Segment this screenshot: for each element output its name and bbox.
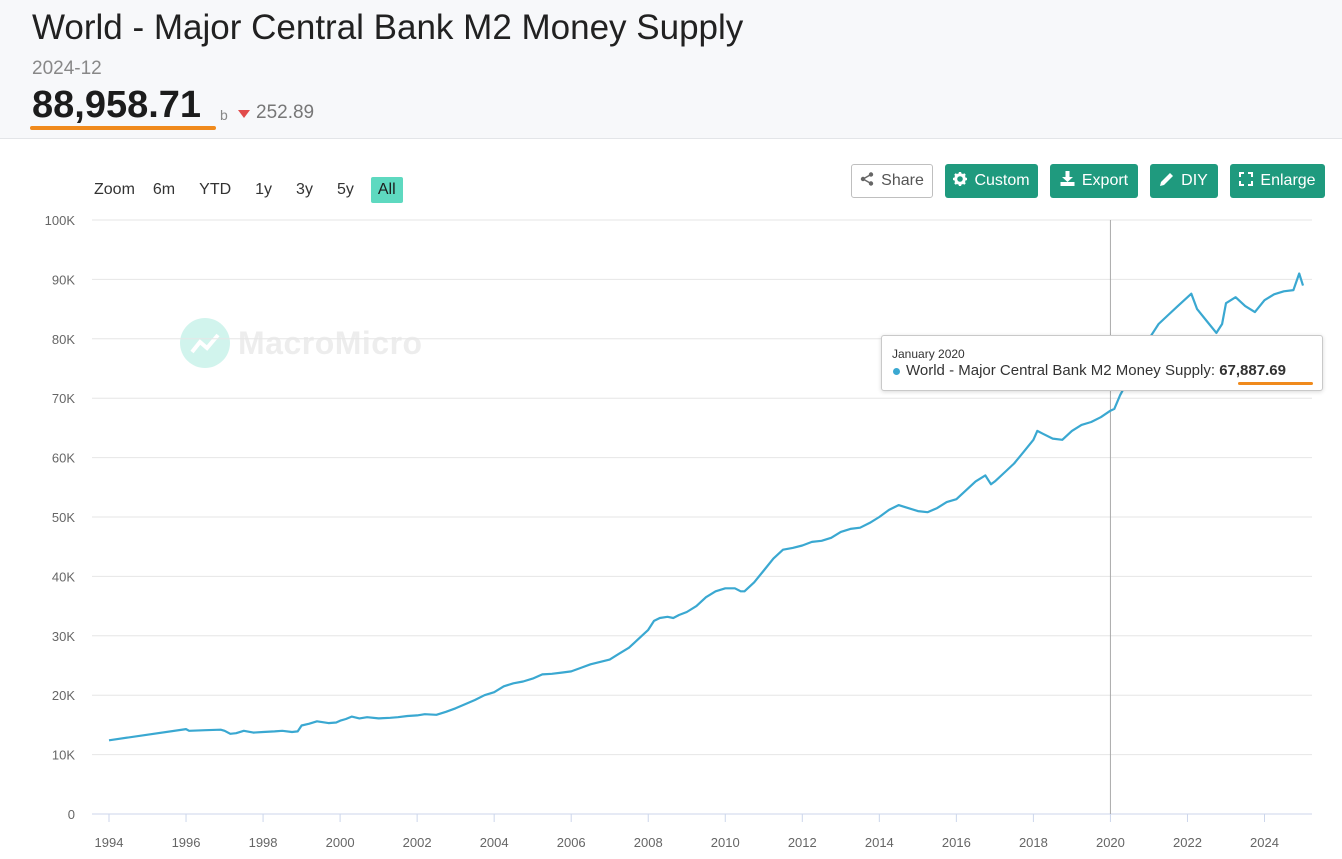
y-tick-label: 70K xyxy=(52,391,75,406)
tooltip-value-underline xyxy=(1238,382,1313,385)
y-tick-label: 90K xyxy=(52,272,75,287)
x-tick-label: 2022 xyxy=(1173,835,1202,850)
x-tick-label: 2018 xyxy=(1019,835,1048,850)
export-button[interactable]: Export xyxy=(1050,164,1138,198)
value-change: 252.89 xyxy=(256,102,315,123)
y-tick-label: 40K xyxy=(52,569,75,584)
x-tick-label: 2002 xyxy=(403,835,432,850)
y-tick-label: 30K xyxy=(52,629,75,644)
share-label: Share xyxy=(881,172,924,189)
y-tick-label: 0 xyxy=(68,807,75,822)
y-tick-label: 50K xyxy=(52,510,75,525)
zoom-5y-button[interactable]: 5y xyxy=(336,181,354,198)
x-tick-label: 2016 xyxy=(942,835,971,850)
diy-label: DIY xyxy=(1181,172,1208,189)
page-title: World - Major Central Bank M2 Money Supp… xyxy=(32,8,744,47)
y-tick-label: 100K xyxy=(45,213,76,228)
tooltip-date: January 2020 xyxy=(892,347,965,361)
chart-tooltip: January 2020 World - Major Central Bank … xyxy=(881,335,1323,391)
tooltip-series-name: World - Major Central Bank M2 Money Supp… xyxy=(906,362,1216,379)
zoom-6m-button[interactable]: 6m xyxy=(152,181,176,198)
x-tick-label: 1998 xyxy=(249,835,278,850)
watermark: MacroMicro xyxy=(180,318,423,368)
x-tick-label: 2008 xyxy=(634,835,663,850)
x-tick-label: 2000 xyxy=(326,835,355,850)
x-tick-label: 2014 xyxy=(865,835,894,850)
share-icon xyxy=(860,171,874,191)
x-tick-label: 2004 xyxy=(480,835,509,850)
x-tick-label: 2006 xyxy=(557,835,586,850)
macromicro-logo-icon xyxy=(180,318,230,368)
gear-icon xyxy=(953,171,968,191)
export-label: Export xyxy=(1081,172,1129,189)
y-tick-label: 10K xyxy=(52,748,75,763)
zoom-ytd-button[interactable]: YTD xyxy=(199,181,232,198)
indicator-header: World - Major Central Bank M2 Money Supp… xyxy=(0,0,1342,139)
zoom-1y-button[interactable]: 1y xyxy=(255,181,273,198)
value-highlight-underline xyxy=(30,126,216,130)
download-icon xyxy=(1060,171,1075,191)
series-dot-icon xyxy=(893,368,900,375)
share-button[interactable]: Share xyxy=(851,164,933,198)
pencil-icon xyxy=(1160,172,1174,191)
tooltip-value: 67,887.69 xyxy=(1219,362,1286,379)
latest-value: 88,958.71 xyxy=(32,84,202,126)
x-tick-label: 1996 xyxy=(172,835,201,850)
value-unit: b xyxy=(220,107,228,123)
y-tick-label: 60K xyxy=(52,451,75,466)
x-tick-label: 2024 xyxy=(1250,835,1279,850)
down-arrow-icon xyxy=(238,110,250,118)
y-tick-label: 80K xyxy=(52,332,75,347)
y-tick-label: 20K xyxy=(52,688,75,703)
x-tick-label: 2010 xyxy=(711,835,740,850)
tooltip-series-row: World - Major Central Bank M2 Money Supp… xyxy=(906,362,1286,379)
diy-button[interactable]: DIY xyxy=(1150,164,1218,198)
zoom-selector: Zoom 6m YTD 1y 3y 5y All xyxy=(88,176,408,204)
x-tick-label: 2020 xyxy=(1096,835,1125,850)
custom-button[interactable]: Custom xyxy=(945,164,1038,198)
x-tick-label: 1994 xyxy=(95,835,124,850)
zoom-all-button[interactable]: All xyxy=(370,177,403,203)
enlarge-button[interactable]: Enlarge xyxy=(1230,164,1325,198)
expand-icon xyxy=(1239,171,1254,191)
latest-date: 2024-12 xyxy=(32,58,102,79)
zoom-label: Zoom xyxy=(94,181,135,198)
line-chart[interactable]: 0 10K 20K 30K 40K 50K 60K 70K 80K 90K 100K 1994 1996… xyxy=(0,140,1342,859)
watermark-text: MacroMicro xyxy=(238,324,423,361)
zoom-3y-button[interactable]: 3y xyxy=(296,181,313,198)
x-tick-label: 2012 xyxy=(788,835,817,850)
custom-label: Custom xyxy=(974,172,1030,189)
enlarge-label: Enlarge xyxy=(1260,172,1316,189)
